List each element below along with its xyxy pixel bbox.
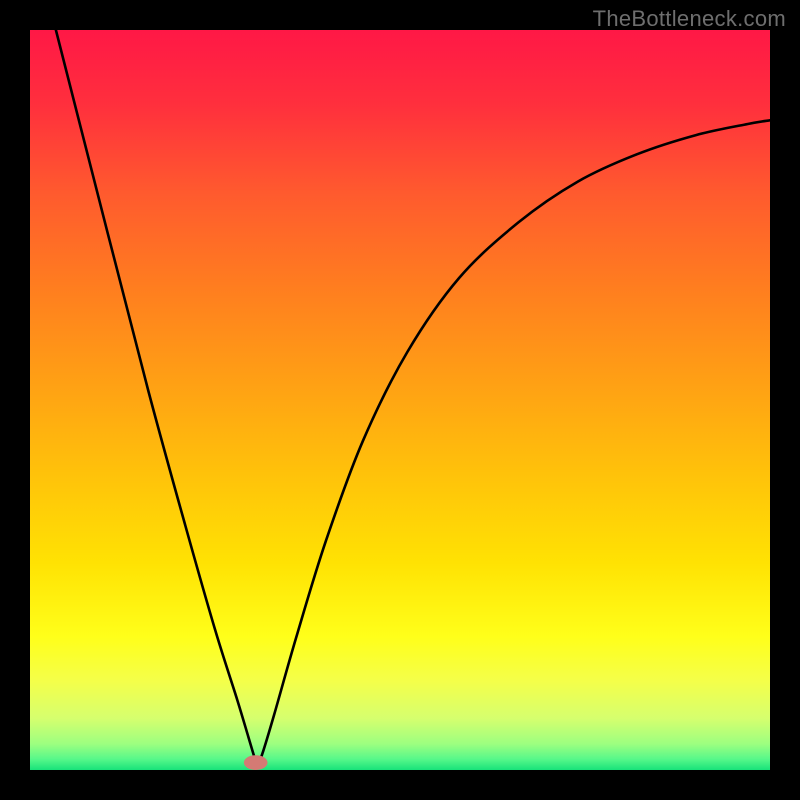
minimum-marker [244, 755, 268, 770]
outer-frame: TheBottleneck.com [0, 0, 800, 800]
watermark-text: TheBottleneck.com [593, 6, 786, 32]
chart-svg [30, 30, 770, 770]
plot-area [30, 30, 770, 770]
chart-background [30, 30, 770, 770]
